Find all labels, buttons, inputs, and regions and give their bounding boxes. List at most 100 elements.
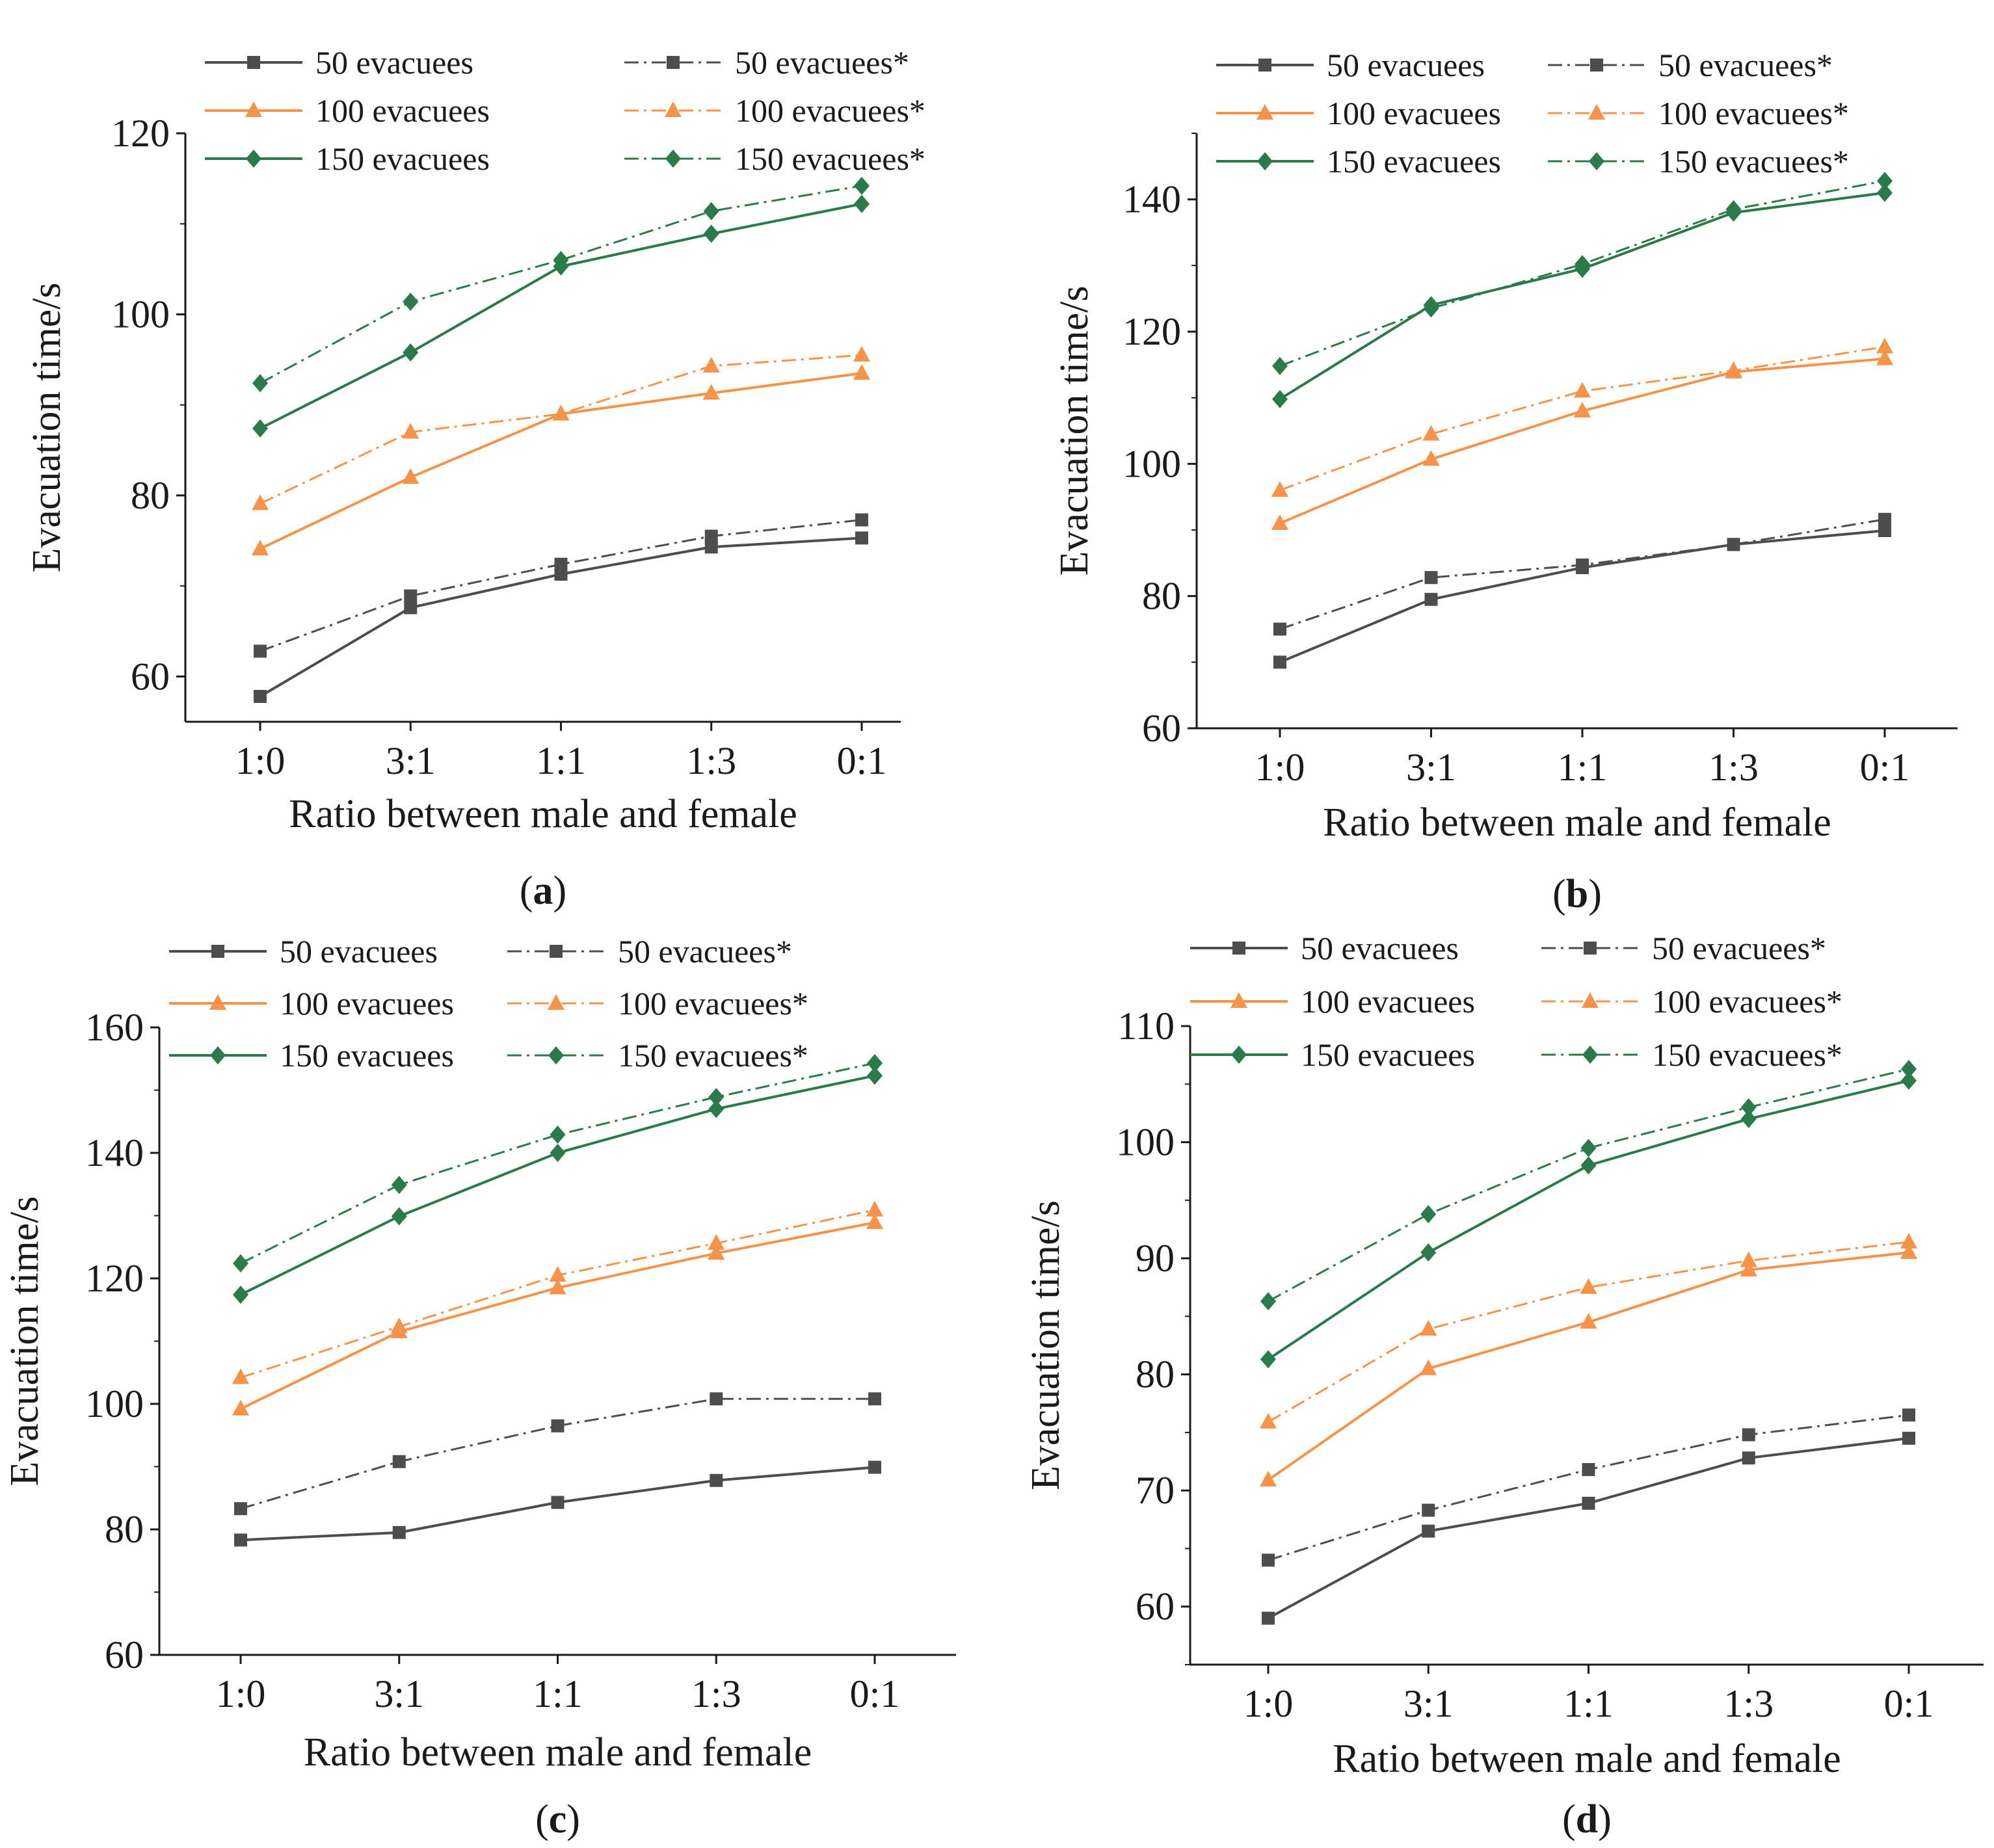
legend-label: 100 evacuees* <box>1658 95 1849 131</box>
data-point-50 <box>1422 1524 1435 1538</box>
data-point-50-star <box>1902 1408 1915 1422</box>
data-point-150 <box>867 1066 883 1085</box>
data-point-100-star <box>853 346 870 362</box>
data-point-50 <box>868 1460 881 1474</box>
x-tick-label: 1:0 <box>216 1672 266 1715</box>
data-point-100 <box>1271 514 1288 530</box>
legend-marker <box>1588 104 1605 120</box>
data-point-50-star <box>1582 1463 1595 1477</box>
data-point-100-star <box>1580 1278 1597 1294</box>
y-tick-label: 70 <box>1136 1469 1175 1512</box>
data-point-50-star <box>1742 1428 1755 1442</box>
data-point-50-star <box>551 1419 565 1432</box>
data-point-100-star <box>1900 1233 1917 1249</box>
legend-item: 100 evacuees <box>205 92 490 129</box>
data-point-100-star <box>702 356 720 373</box>
data-point-150 <box>391 1207 407 1226</box>
data-point-50-star <box>1727 538 1740 551</box>
x-tick-label: 0:1 <box>1860 746 1910 789</box>
series-line-50-star <box>1268 1414 1909 1561</box>
data-point-100 <box>853 363 870 380</box>
data-point-50-star <box>1878 512 1891 526</box>
data-point-150-star <box>233 1254 248 1273</box>
data-point-150-star <box>1260 1292 1276 1311</box>
legend-item: 150 evacuees <box>205 140 490 177</box>
data-point-50 <box>392 1525 406 1539</box>
legend-marker <box>1232 942 1245 955</box>
legend-label: 100 evacuees <box>280 985 454 1022</box>
y-tick-label: 60 <box>1142 707 1181 750</box>
series-line-100-star <box>1268 1241 1909 1423</box>
data-point-150-star <box>1725 200 1742 218</box>
legend-label: 100 evacuees* <box>735 92 925 129</box>
data-point-50 <box>254 690 267 704</box>
data-point-150 <box>854 194 870 213</box>
data-point-100 <box>708 1244 725 1260</box>
data-point-150 <box>252 419 268 438</box>
data-point-150 <box>233 1286 248 1304</box>
data-point-150-star <box>1423 299 1439 318</box>
legend-marker <box>1582 992 1599 1008</box>
legend-item: 100 evacuees* <box>1548 95 1849 131</box>
x-axis-title: Ratio between male and female <box>1333 1737 1841 1781</box>
legend-label: 150 evacuees <box>280 1037 454 1074</box>
legend-label: 150 evacuees* <box>1658 143 1849 179</box>
y-tick-label: 100 <box>1116 1121 1175 1164</box>
data-point-150-star <box>252 374 268 393</box>
data-point-150 <box>1580 1156 1597 1175</box>
legend-label: 150 evacuees <box>315 140 490 177</box>
legend-marker <box>1584 942 1597 955</box>
panel-caption-letter: a <box>533 869 553 913</box>
legend-label: 100 evacuees <box>315 92 490 129</box>
data-point-100 <box>232 1399 249 1416</box>
data-point-150-star <box>703 202 719 220</box>
legend-label: 150 evacuees <box>1327 143 1501 179</box>
y-tick-label: 140 <box>1123 178 1181 221</box>
data-point-50 <box>855 531 868 545</box>
legend-marker <box>245 101 262 117</box>
legend-item: 100 evacuees <box>169 985 454 1022</box>
legend-label: 150 evacuees* <box>618 1037 808 1074</box>
x-axis-title: Ratio between male and female <box>1323 800 1831 845</box>
data-point-100 <box>1420 1359 1437 1375</box>
legend-marker <box>1231 1046 1247 1064</box>
legend-label: 50 evacuees <box>280 933 438 970</box>
data-point-150-star <box>708 1088 724 1107</box>
data-point-150-star <box>1272 356 1288 375</box>
data-point-150-star <box>1901 1060 1917 1079</box>
data-point-50-star <box>254 644 267 658</box>
chart-panel-c: 60 80 100 120 140 160 1:0 3:1 1:1 1:3 0:1 Ratio bet… <box>3 933 956 1841</box>
y-axis-title: Evacuation time/s <box>25 283 69 573</box>
x-tick-label: 1:0 <box>1243 1682 1294 1725</box>
data-point-150-star <box>1575 255 1590 274</box>
chart-panel-a: 60 80 100 120 1:0 3:1 1:1 1:3 0:1 Ratio between m… <box>25 44 925 913</box>
data-point-100-star <box>402 423 419 439</box>
x-tick-label: 1:3 <box>1708 746 1759 789</box>
legend-label: 150 evacuees* <box>1652 1036 1842 1073</box>
data-point-150-star <box>391 1176 407 1195</box>
data-point-50 <box>404 601 418 614</box>
panel-caption: (c) <box>535 1797 580 1841</box>
data-point-100 <box>1900 1243 1917 1260</box>
data-point-100-star <box>1574 382 1591 398</box>
legend-marker <box>550 945 563 958</box>
y-tick-label: 120 <box>111 112 170 155</box>
legend-item: 50 evacuees* <box>1541 930 1826 966</box>
legend-marker <box>548 994 565 1010</box>
data-point-50-star <box>404 589 418 603</box>
data-point-150 <box>1901 1071 1917 1090</box>
legend-item: 50 evacuees <box>1216 47 1485 83</box>
data-point-100 <box>549 1278 566 1295</box>
series-line-100-star <box>1279 345 1885 492</box>
legend-item: 100 evacuees* <box>507 985 808 1022</box>
y-tick-label: 160 <box>85 1006 144 1049</box>
x-tick-label: 1:3 <box>1723 1682 1774 1725</box>
data-point-50-star <box>1262 1553 1275 1567</box>
data-point-100-star <box>708 1234 725 1250</box>
legend-marker <box>667 56 680 69</box>
data-point-100-star <box>1422 425 1440 441</box>
y-tick-label: 80 <box>1136 1353 1175 1396</box>
data-point-150-star <box>854 176 870 195</box>
data-point-150 <box>1420 1243 1437 1262</box>
